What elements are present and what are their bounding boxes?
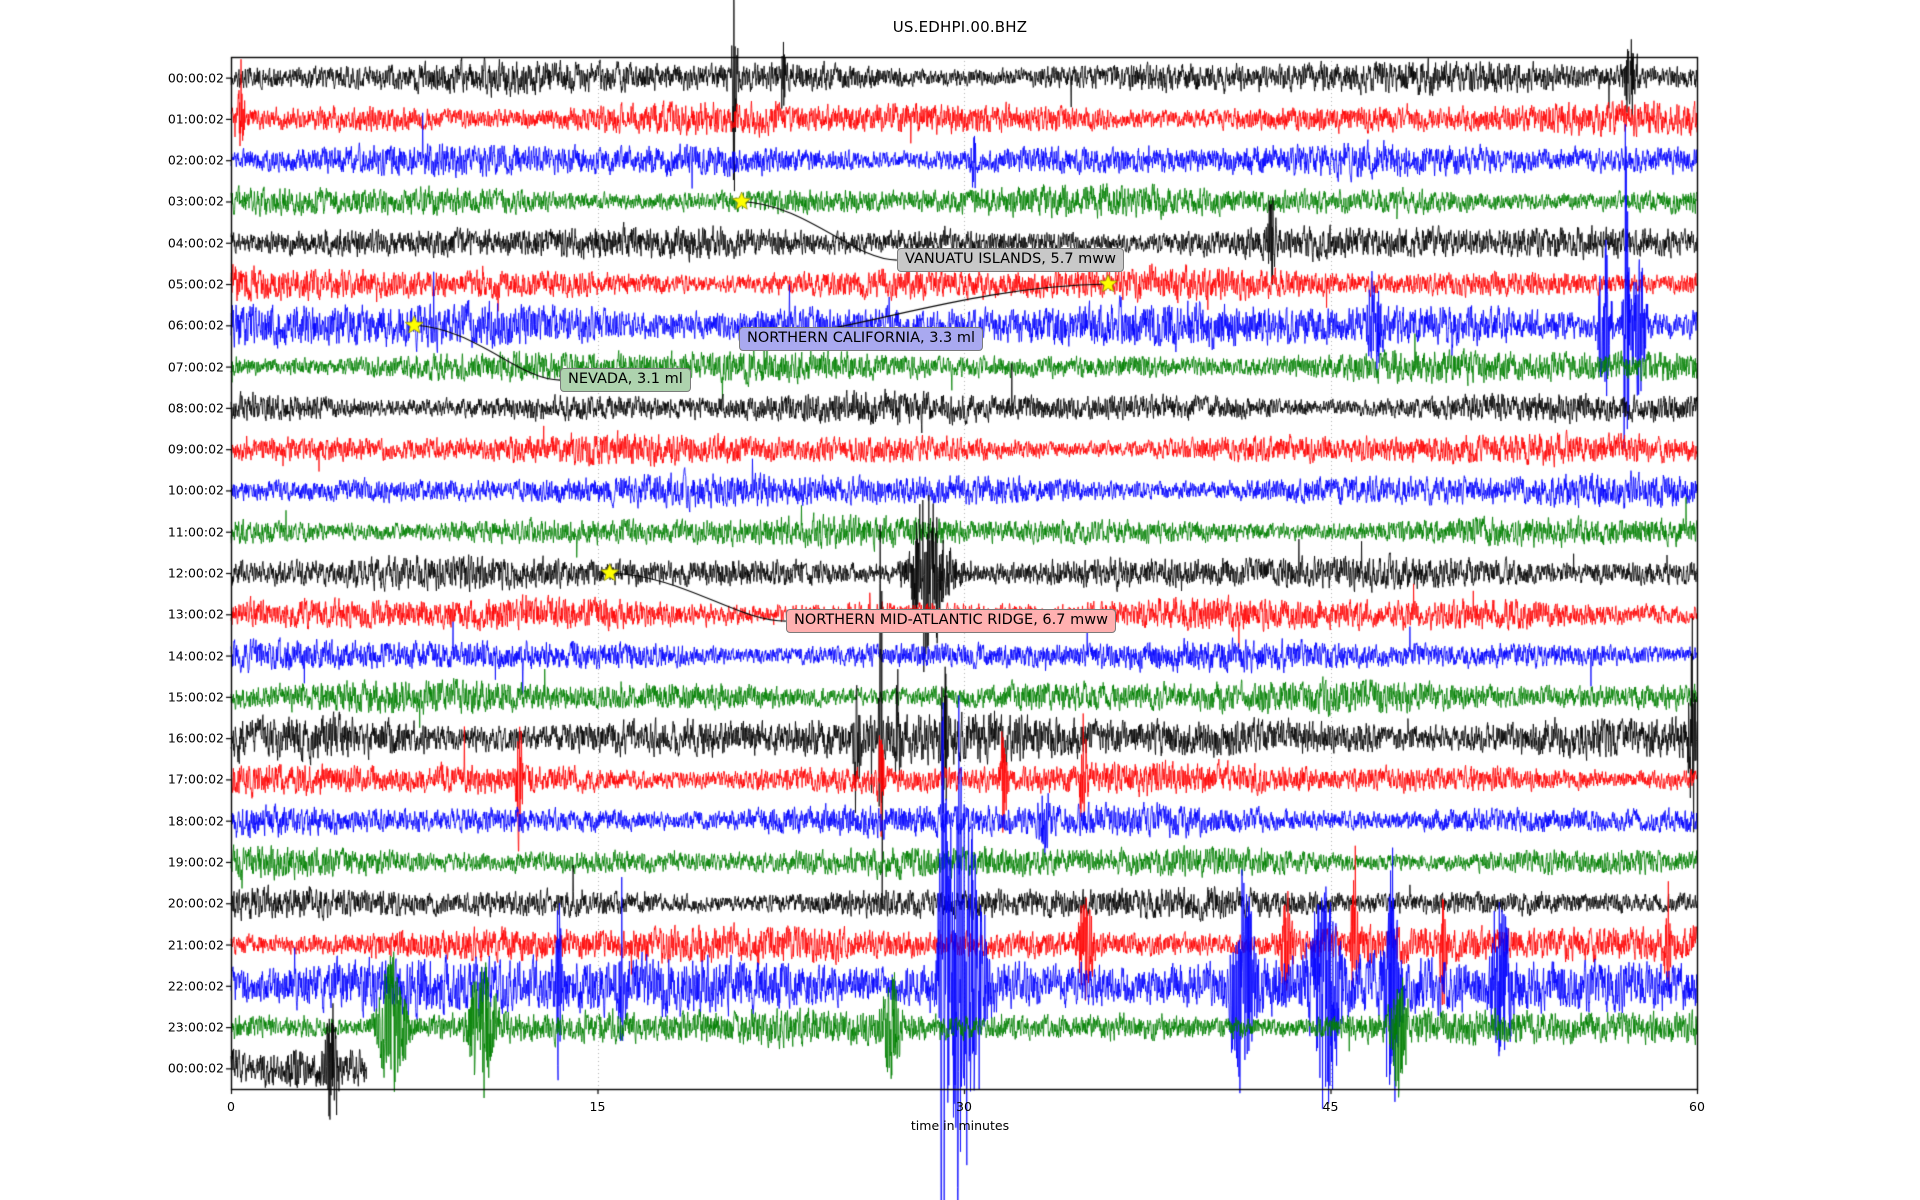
y-tick-label: 08:00:02 <box>167 400 224 416</box>
y-tick-label: 00:00:02 <box>167 70 224 86</box>
y-tick-label: 16:00:02 <box>167 730 224 746</box>
y-tick-label: 00:00:02 <box>167 1060 224 1076</box>
y-tick-label: 04:00:02 <box>167 235 224 251</box>
y-tick-label: 01:00:02 <box>167 111 224 127</box>
x-tick-label: 30 <box>956 1099 972 1114</box>
annotation-vanuatu-islands[interactable]: VANUATU ISLANDS, 5.7 mww <box>897 248 1125 273</box>
y-tick-label: 21:00:02 <box>167 937 224 953</box>
y-tick-label: 15:00:02 <box>167 689 224 705</box>
y-tick-label: 22:00:02 <box>167 978 224 994</box>
x-tick-label: 45 <box>1322 1099 1339 1114</box>
y-tick-label: 05:00:02 <box>167 276 224 292</box>
y-tick-label: 06:00:02 <box>167 317 224 333</box>
x-tick-label: 15 <box>589 1099 606 1114</box>
x-tick-label: 0 <box>227 1099 235 1114</box>
y-tick-label: 10:00:02 <box>167 482 224 498</box>
annotation-northern-mid-atlantic-ridge[interactable]: NORTHERN MID-ATLANTIC RIDGE, 6.7 mww <box>786 609 1116 634</box>
y-tick-label: 12:00:02 <box>167 565 224 581</box>
y-tick-label: 02:00:02 <box>167 152 224 168</box>
y-tick-label: 09:00:02 <box>167 441 224 457</box>
x-axis-label: time in minutes <box>910 1118 1010 1133</box>
y-tick-label: 11:00:02 <box>167 524 224 540</box>
y-tick-label: 19:00:02 <box>167 854 224 870</box>
x-tick-label: 60 <box>1689 1099 1705 1114</box>
y-tick-label: 17:00:02 <box>167 771 224 787</box>
y-tick-label: 13:00:02 <box>167 606 224 622</box>
y-tick-label: 03:00:02 <box>167 193 224 209</box>
annotation-nevada[interactable]: NEVADA, 3.1 ml <box>560 368 691 393</box>
y-tick-label: 07:00:02 <box>167 359 224 375</box>
y-tick-label: 23:00:02 <box>167 1019 224 1035</box>
annotation-northern-california[interactable]: NORTHERN CALIFORNIA, 3.3 ml <box>739 327 984 352</box>
y-tick-label: 20:00:02 <box>167 895 224 911</box>
y-tick-label: 18:00:02 <box>167 813 224 829</box>
y-tick-label: 14:00:02 <box>167 648 224 664</box>
